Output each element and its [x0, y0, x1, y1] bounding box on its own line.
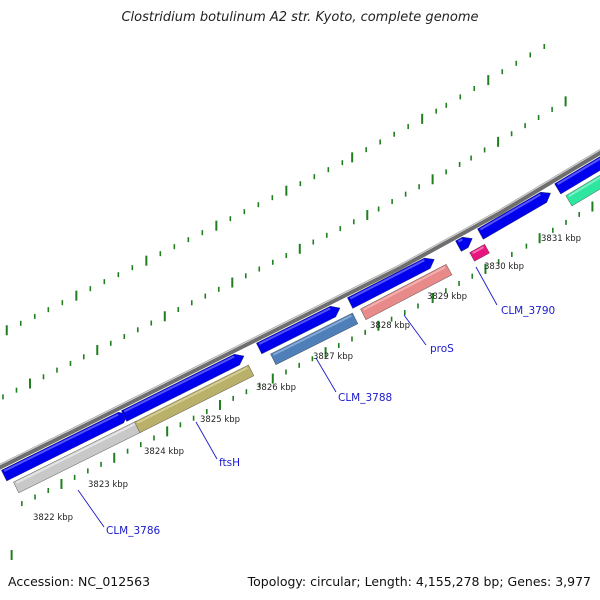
inner-tick-marks: [10, 201, 594, 561]
gene-pros-shine: [362, 266, 446, 311]
gene-forward-shine: [557, 157, 600, 186]
gene-clm3790-shine: [472, 246, 485, 255]
gene-clm3790: [469, 244, 490, 262]
outer-tick-marks: [2, 44, 567, 400]
gene-forward-shine: [258, 307, 331, 345]
gene-clm3788-shine: [272, 314, 352, 356]
kbp-label: 3824 kbp: [144, 447, 184, 457]
gene-forward-shine: [457, 238, 463, 243]
kbp-label: 3823 kbp: [88, 480, 128, 490]
kbp-label: 3828 kbp: [370, 321, 410, 331]
gene-forward: [477, 191, 551, 240]
gene-green-shine: [568, 176, 600, 198]
gene-forward-shine: [123, 355, 235, 413]
gene-track: [1, 156, 600, 494]
genome-stats-text: Topology: circular; Length: 4,155,278 bp…: [247, 574, 591, 589]
label-leader: [475, 266, 498, 306]
kbp-label: 3822 kbp: [33, 513, 73, 523]
gene-labels: CLM_3786 ftsH CLM_3788 proS CLM_3790: [106, 305, 555, 537]
gene-ftsh: [134, 364, 255, 433]
label-leader: [77, 489, 105, 528]
kbp-label: 3830 kbp: [484, 262, 524, 272]
label-leader: [195, 421, 218, 460]
gene-label: ftsH: [219, 457, 240, 469]
gene-label: proS: [430, 343, 454, 355]
map-title: Clostridium botulinum A2 str. Kyoto, com…: [121, 10, 479, 25]
gene-forward-shine: [349, 259, 425, 300]
gene-label: CLM_3790: [501, 305, 555, 317]
kbp-label: 3826 kbp: [256, 383, 296, 393]
accession-text: Accession: NC_012563: [8, 574, 151, 589]
backbone-line: [0, 150, 600, 470]
genome-backbone: [0, 148, 600, 470]
gene-clm3786-shine: [15, 422, 136, 484]
gene-forward: [256, 305, 341, 355]
label-leader: [315, 357, 337, 393]
gene-forward: [455, 236, 473, 252]
label-leader: [403, 314, 427, 346]
gene-forward: [347, 257, 435, 309]
gene-ftsh-shine: [136, 366, 248, 424]
gene-label: CLM_3786: [106, 525, 161, 537]
gene-forward-shine: [479, 193, 542, 231]
gene-label: CLM_3788: [338, 392, 392, 404]
gene-forward-shine: [3, 413, 119, 472]
backbone-highlight: [0, 148, 600, 465]
gene-clm3788: [270, 312, 359, 365]
kbp-label: 3829 kbp: [427, 292, 467, 302]
kbp-labels: 3822 kbp 3823 kbp 3824 kbp 3825 kbp 3826 kbp…: [33, 234, 581, 523]
kbp-label: 3831 kbp: [541, 234, 581, 244]
kbp-label: 3827 kbp: [313, 352, 353, 362]
label-leaders: [77, 266, 498, 528]
kbp-label: 3825 kbp: [200, 415, 240, 425]
gene-pros: [360, 264, 453, 320]
gene-forward: [121, 353, 245, 422]
